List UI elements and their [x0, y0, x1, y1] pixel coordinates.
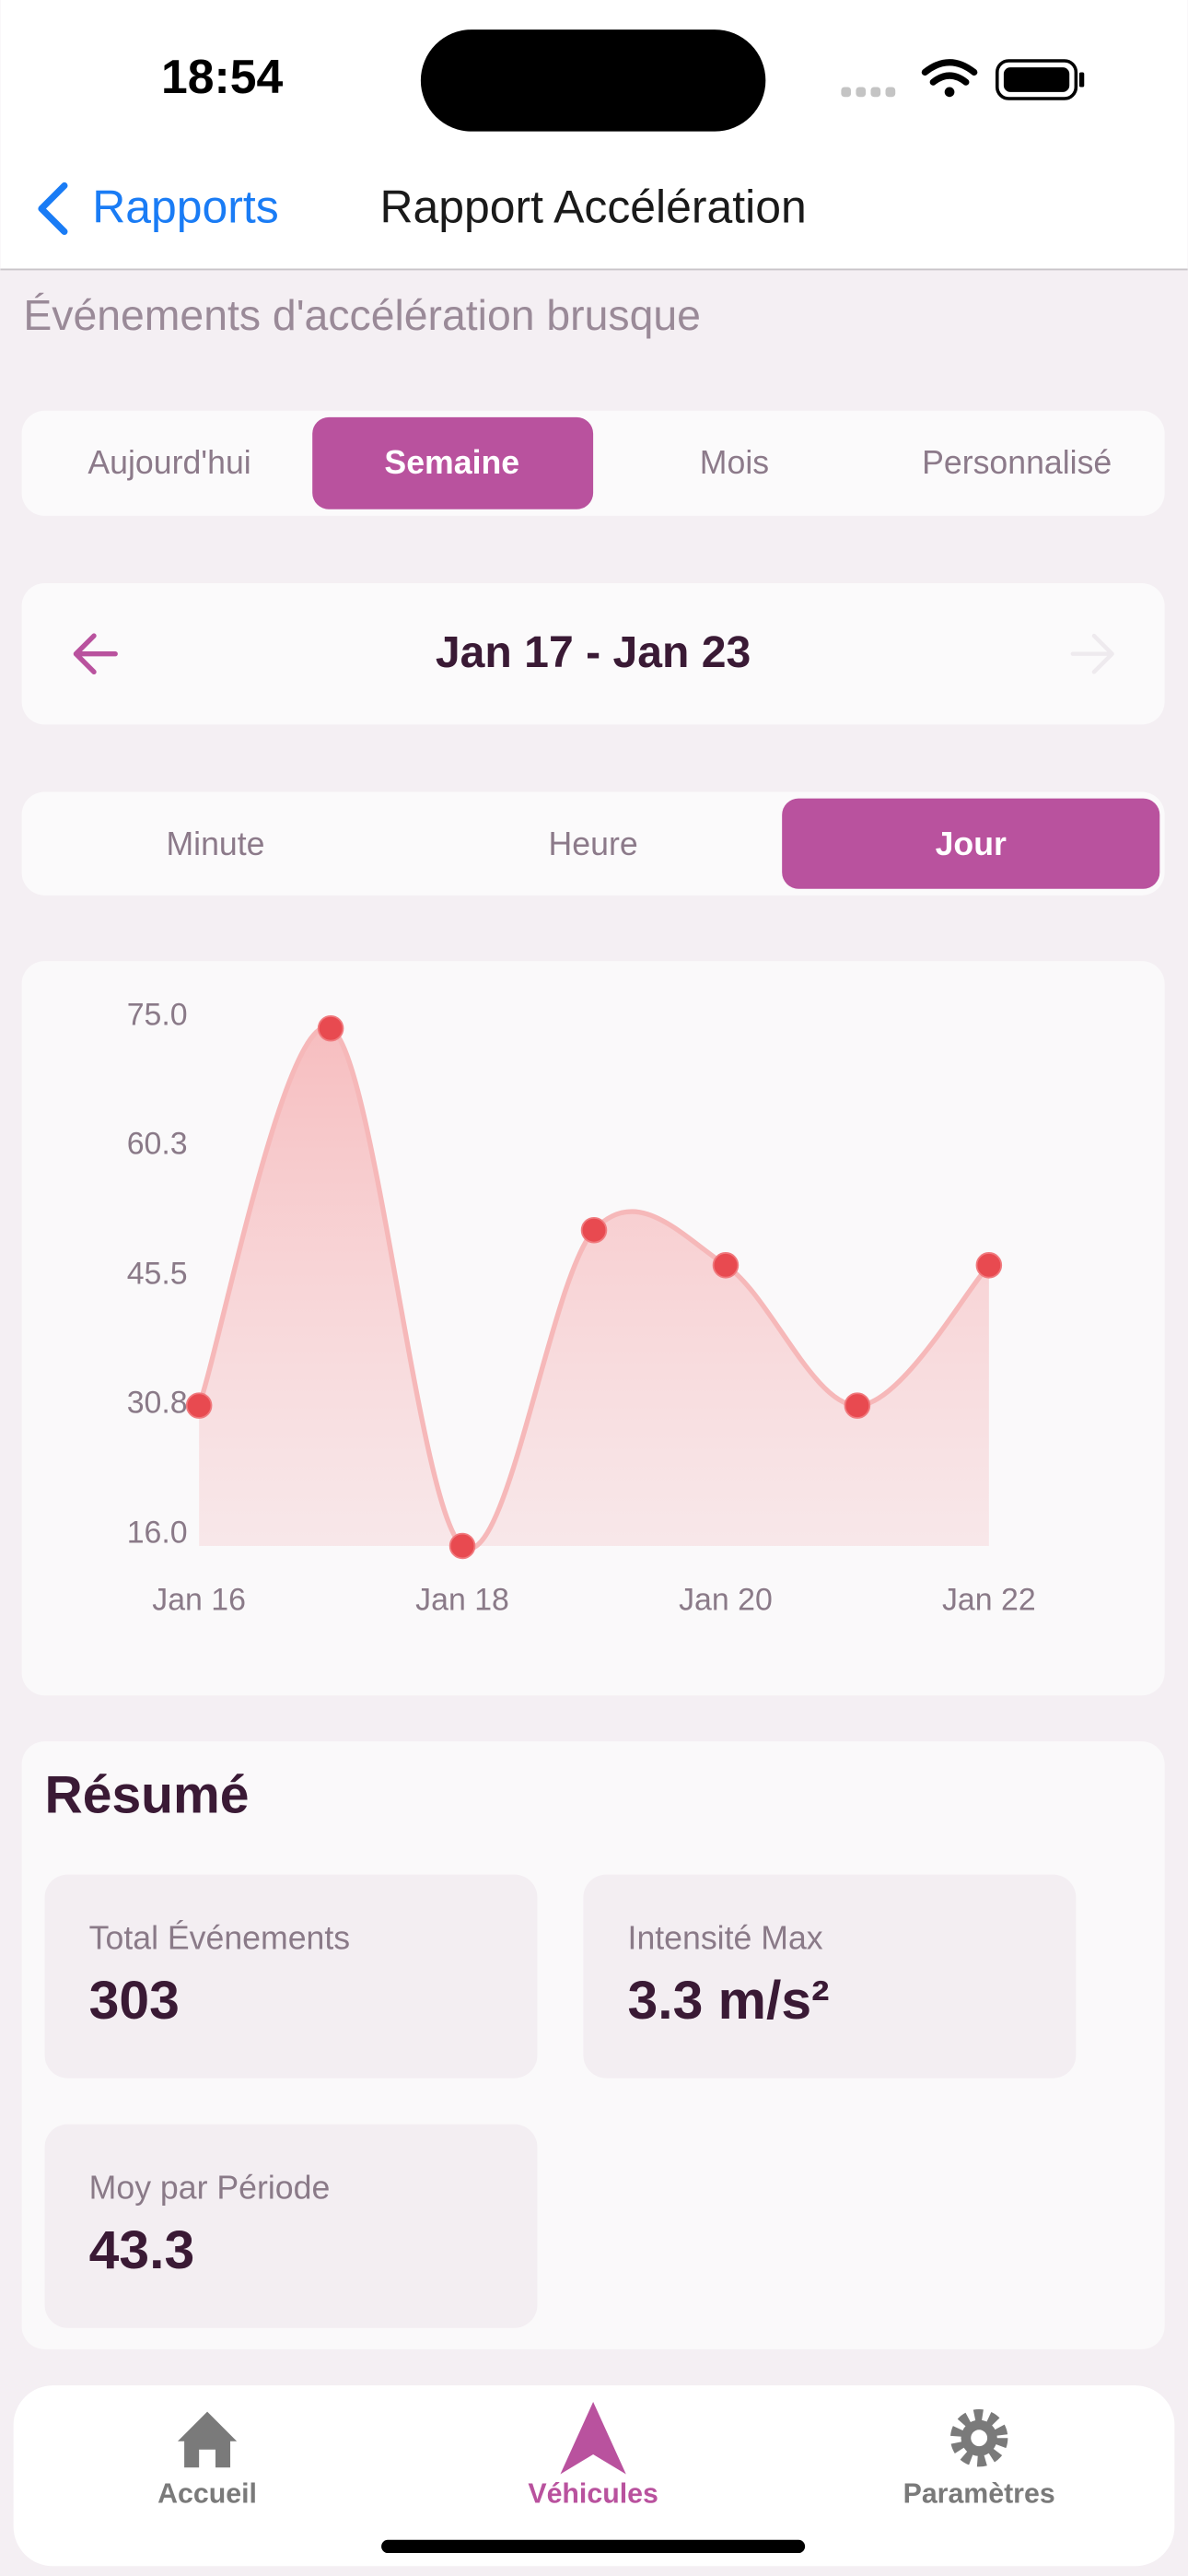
summary-title: Résumé	[45, 1766, 250, 1825]
stat-card	[44, 1874, 538, 2078]
tab-label[interactable]: Paramètres	[903, 2479, 1055, 2510]
y-tick-label: 75.0	[127, 998, 188, 1033]
area-fill	[199, 1027, 989, 1549]
wifi-icon	[921, 59, 978, 98]
tab-bar	[13, 2385, 1175, 2567]
back-button[interactable]: Rapports	[92, 181, 279, 232]
x-tick-label: Jan 18	[415, 1583, 509, 1618]
tab-label[interactable]: Véhicules	[528, 2479, 658, 2510]
stat-label: Total Événements	[89, 1919, 350, 1956]
data-point	[975, 1252, 1003, 1279]
period-tab-selected-bg	[312, 416, 594, 509]
x-tick-label: Jan 16	[152, 1583, 246, 1618]
signal-icon	[841, 87, 896, 98]
stat-value: 43.3	[89, 2220, 194, 2280]
y-tick-label: 60.3	[127, 1127, 188, 1162]
y-tick-label: 30.8	[127, 1386, 188, 1421]
settings-icon[interactable]	[949, 2409, 1008, 2467]
vehicles-icon[interactable]	[560, 2401, 626, 2475]
granularity-tab[interactable]: Heure	[549, 825, 638, 862]
stat-label: Moy par Période	[89, 2169, 331, 2206]
data-point	[844, 1392, 871, 1419]
data-point	[448, 1532, 476, 1560]
data-point	[185, 1392, 213, 1419]
stat-value: 303	[89, 1971, 180, 2031]
data-point	[317, 1014, 344, 1042]
data-point	[580, 1216, 608, 1244]
nav-title: Rapport Accélération	[379, 181, 806, 232]
prev-arrow[interactable]	[73, 633, 118, 674]
home-icon[interactable]	[177, 2411, 238, 2468]
battery-icon	[995, 59, 1085, 100]
period-tab[interactable]: Semaine	[384, 444, 519, 481]
dynamic-island	[420, 29, 766, 132]
home-indicator	[381, 2539, 806, 2554]
x-tick-label: Jan 20	[679, 1583, 773, 1618]
granularity-tab[interactable]: Minute	[166, 825, 264, 862]
date-range: Jan 17 - Jan 23	[436, 627, 751, 677]
status-time: 18:54	[161, 50, 283, 103]
area-line	[196, 1025, 991, 1551]
stat-card	[583, 1874, 1077, 2078]
period-tab[interactable]: Mois	[700, 444, 769, 481]
y-tick-label: 16.0	[127, 1515, 188, 1550]
stat-label: Intensité Max	[628, 1919, 823, 1956]
stat-value: 3.3 m/s²	[628, 1971, 830, 2031]
section-subtitle: Événements d'accélération brusque	[23, 291, 701, 339]
granularity-tab-selected-bg	[782, 798, 1160, 889]
date-range-card	[21, 583, 1165, 725]
x-tick-label: Jan 22	[942, 1583, 1036, 1618]
period-tab[interactable]: Aujourd'hui	[87, 444, 250, 481]
chart: 16.0 30.8 45.5 60.3 75.0 Jan 16 Jan 18 Jan 20 Ja…	[127, 998, 1036, 1618]
period-tabs	[21, 410, 1165, 516]
stat-card	[44, 2124, 538, 2328]
period-tab[interactable]: Personnalisé	[922, 444, 1112, 481]
tab-label[interactable]: Accueil	[157, 2479, 257, 2510]
next-arrow[interactable]	[1070, 633, 1114, 674]
back-chevron[interactable]	[38, 181, 68, 235]
y-tick-label: 45.5	[127, 1257, 188, 1292]
data-point	[712, 1252, 740, 1279]
granularity-tab[interactable]: Jour	[936, 825, 1007, 862]
